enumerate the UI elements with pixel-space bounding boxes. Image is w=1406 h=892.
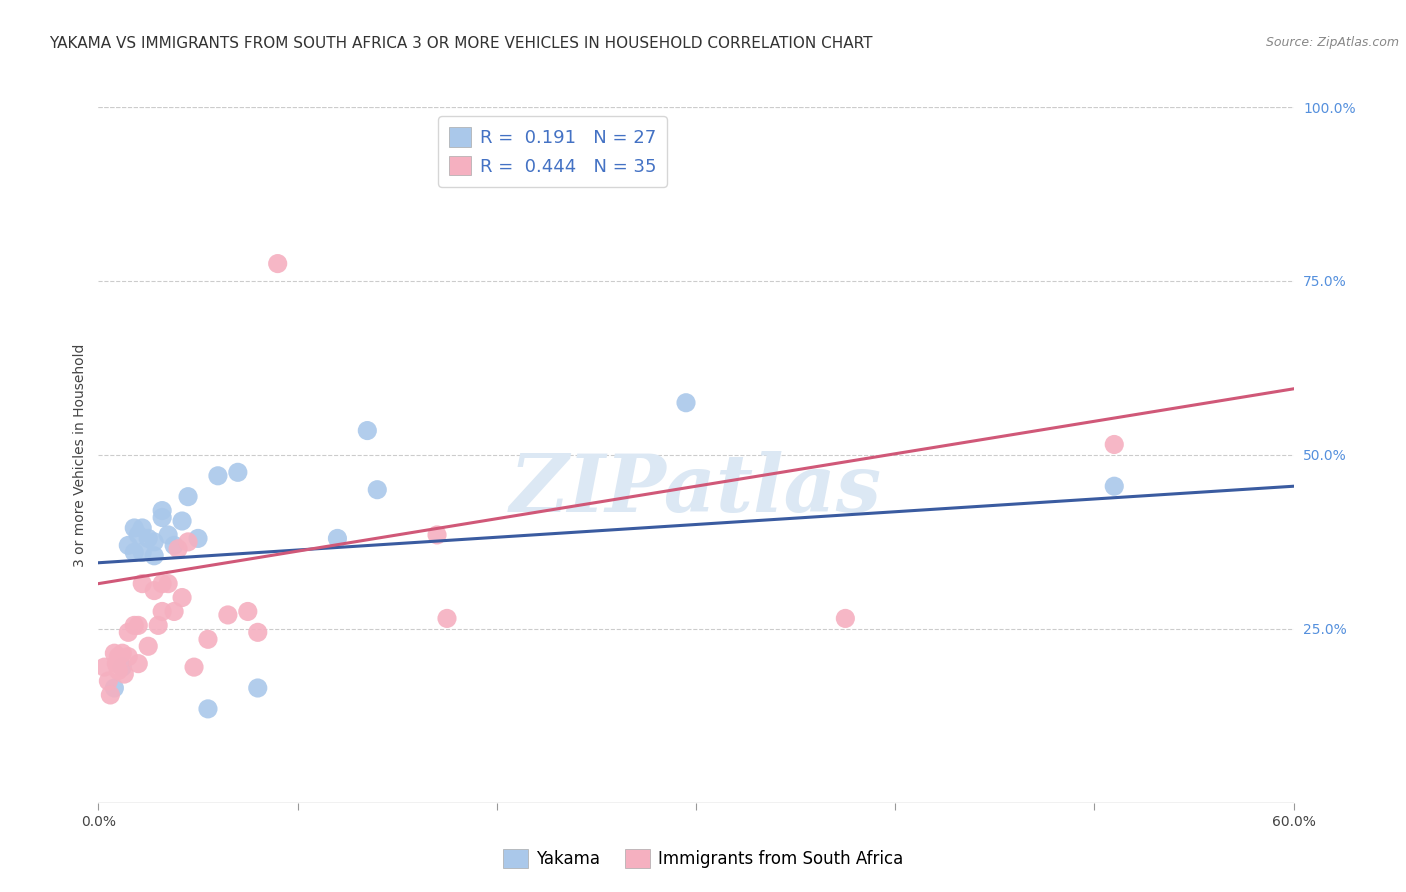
Point <box>183 660 205 674</box>
Point <box>167 541 190 556</box>
Point <box>426 528 449 542</box>
Point <box>131 576 153 591</box>
Point <box>150 576 173 591</box>
Point <box>105 657 128 671</box>
Point <box>111 660 134 674</box>
Point <box>1104 437 1126 451</box>
Point <box>236 605 259 619</box>
Point <box>177 534 200 549</box>
Point <box>246 681 269 695</box>
Point <box>117 625 139 640</box>
Point <box>177 490 200 504</box>
Point <box>127 528 149 542</box>
Point <box>107 664 129 678</box>
Point <box>187 532 209 546</box>
Point <box>124 618 146 632</box>
Point <box>356 424 378 438</box>
Point <box>117 538 139 552</box>
Point <box>197 702 219 716</box>
Legend: Yakama, Immigrants from South Africa: Yakama, Immigrants from South Africa <box>496 843 910 875</box>
Point <box>143 549 166 563</box>
Point <box>143 583 166 598</box>
Point <box>675 396 697 410</box>
Point <box>111 646 134 660</box>
Point <box>112 667 135 681</box>
Point <box>107 649 129 664</box>
Legend: R =  0.191   N = 27, R =  0.444   N = 35: R = 0.191 N = 27, R = 0.444 N = 35 <box>439 116 666 186</box>
Point <box>103 681 125 695</box>
Point <box>172 514 194 528</box>
Point <box>163 605 186 619</box>
Point <box>131 521 153 535</box>
Point <box>326 532 349 546</box>
Point <box>97 674 120 689</box>
Point <box>267 257 290 271</box>
Point <box>834 611 856 625</box>
Point <box>148 618 170 632</box>
Point <box>150 605 173 619</box>
Point <box>157 528 180 542</box>
Point <box>1104 479 1126 493</box>
Text: Source: ZipAtlas.com: Source: ZipAtlas.com <box>1265 36 1399 49</box>
Point <box>197 632 219 647</box>
Point <box>150 503 173 517</box>
Point <box>226 466 249 480</box>
Point <box>163 538 186 552</box>
Point <box>246 625 269 640</box>
Point <box>117 649 139 664</box>
Point <box>93 660 115 674</box>
Point <box>157 576 180 591</box>
Point <box>136 639 159 653</box>
Point <box>124 521 146 535</box>
Text: YAKAMA VS IMMIGRANTS FROM SOUTH AFRICA 3 OR MORE VEHICLES IN HOUSEHOLD CORRELATI: YAKAMA VS IMMIGRANTS FROM SOUTH AFRICA 3… <box>49 36 873 51</box>
Point <box>136 532 159 546</box>
Point <box>124 545 146 559</box>
Point <box>103 646 125 660</box>
Point <box>217 607 239 622</box>
Point <box>98 688 122 702</box>
Text: ZIPatlas: ZIPatlas <box>510 451 882 528</box>
Point <box>131 545 153 559</box>
Y-axis label: 3 or more Vehicles in Household: 3 or more Vehicles in Household <box>73 343 87 566</box>
Point <box>127 618 149 632</box>
Point <box>172 591 194 605</box>
Point <box>366 483 388 497</box>
Point <box>436 611 458 625</box>
Point <box>143 534 166 549</box>
Point <box>207 468 229 483</box>
Point <box>150 510 173 524</box>
Point <box>127 657 149 671</box>
